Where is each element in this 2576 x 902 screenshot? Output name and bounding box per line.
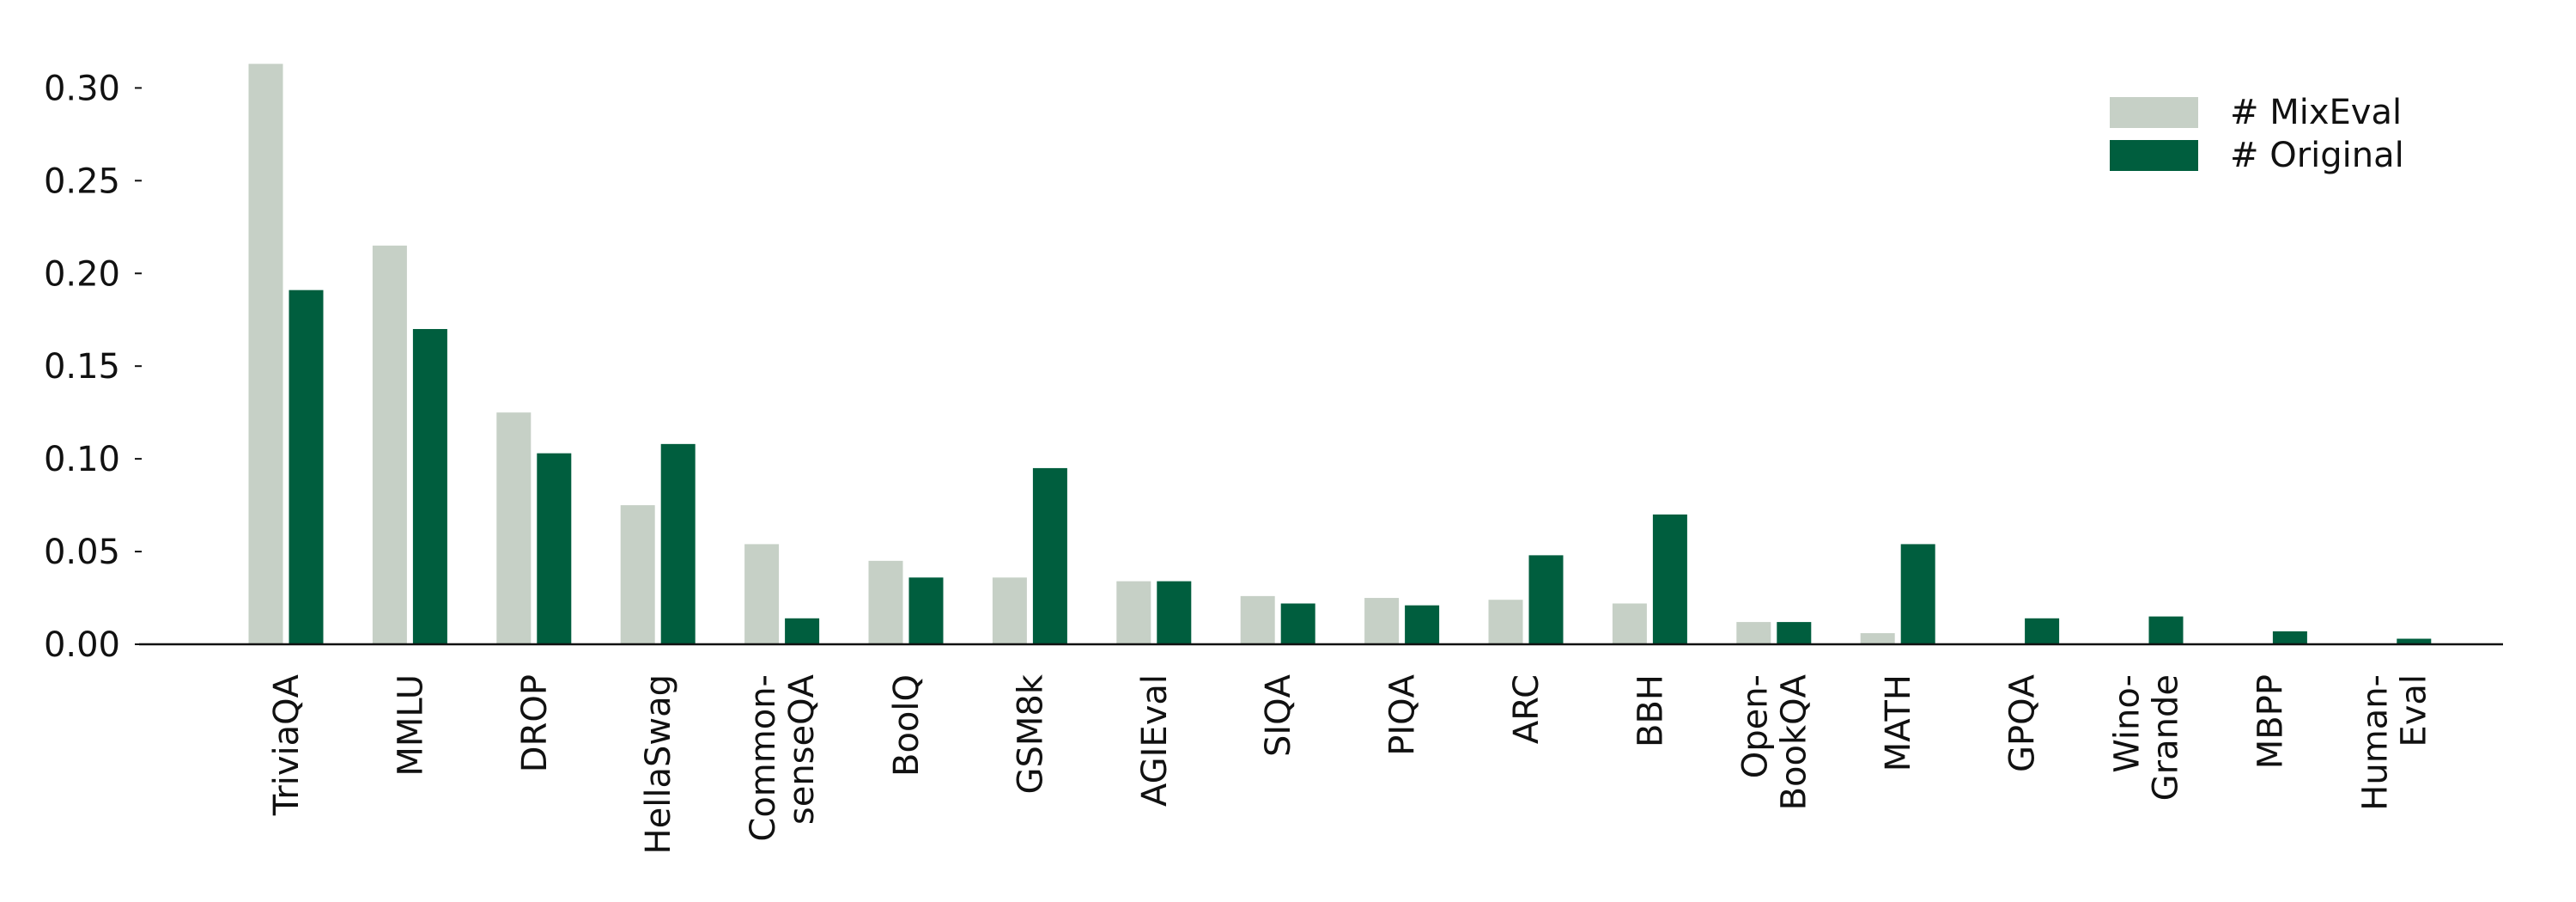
x-tick-label-line: DROP (515, 674, 555, 772)
legend-swatch-original (2110, 140, 2198, 171)
bar-original (1528, 555, 1564, 644)
bar-mixeval (620, 505, 655, 644)
bar-original (1900, 544, 1935, 644)
legend-label-original: # Original (2230, 136, 2404, 175)
x-tick-label-line: TriviaQA (267, 673, 307, 816)
x-tick-label: PIQA (1383, 673, 1423, 755)
x-tick-label-line: Grande (2147, 674, 2186, 801)
x-tick-label: MATH (1879, 674, 1918, 771)
y-tick-label: 0.20 (44, 254, 120, 294)
bar-mixeval (248, 64, 283, 645)
y-tick-label: 0.05 (44, 533, 120, 572)
x-tick-label-line: Human- (2355, 674, 2395, 811)
y-tick-label: 0.00 (44, 625, 120, 665)
bar-original (908, 577, 944, 644)
y-tick-label: 0.10 (44, 440, 120, 479)
bar-original (1652, 514, 1687, 644)
x-tick-label-line: MBPP (2251, 674, 2290, 769)
x-tick-label-line: BBH (1631, 674, 1670, 747)
bar-mixeval (1736, 622, 1771, 644)
bar-mixeval (1860, 633, 1895, 644)
y-axis: 0.00 0.05 0.10 0.15 0.20 0.25 0.30 (44, 69, 142, 665)
x-tick-label: TriviaQA (267, 673, 307, 816)
x-tick-label-line: senseQA (782, 673, 822, 825)
bar-original (1280, 603, 1315, 644)
bar-original (1777, 622, 1812, 644)
x-tick-label: Wino- Grande (2108, 674, 2186, 801)
bar-original (2025, 618, 2060, 644)
x-tick-label: HellaSwag (639, 674, 678, 854)
x-axis: TriviaQA MMLU DROP HellaSwag Common-senseQA B… (139, 643, 2503, 854)
x-tick-label: MBPP (2251, 674, 2290, 769)
bar-original (660, 443, 696, 644)
x-tick-label-line: ARC (1507, 674, 1546, 744)
legend-label-mixeval: # MixEval (2230, 93, 2402, 132)
bar-original (785, 618, 820, 644)
x-tick-label: Human- Eval (2355, 674, 2433, 811)
x-tick-label: DROP (515, 674, 555, 772)
x-tick-label: Common-senseQA (744, 673, 822, 841)
x-tick-label-line: HellaSwag (639, 674, 678, 854)
bar-original (412, 329, 447, 644)
x-tick-label: AGIEval (1135, 674, 1175, 807)
bar-mixeval (496, 412, 532, 644)
x-tick-label-line: Eval (2394, 674, 2433, 747)
x-tick-label: SIQA (1259, 673, 1298, 757)
x-tick-label-line: Wino- (2108, 674, 2148, 773)
bar-mixeval (868, 560, 903, 644)
bar-original (289, 289, 324, 644)
x-tick-label-line: Common- (744, 674, 783, 842)
bars (248, 64, 2432, 645)
bar-original (2148, 616, 2184, 644)
y-tick-label: 0.25 (44, 162, 120, 201)
x-tick-label: Open- BookQA (1735, 673, 1814, 810)
x-tick-label: GPQA (2003, 673, 2043, 772)
x-tick-label-line: MMLU (391, 674, 430, 777)
x-tick-label: MMLU (391, 674, 430, 777)
bar-original (1032, 467, 1067, 644)
x-tick-label-line: MATH (1879, 674, 1918, 771)
bar-mixeval (1488, 600, 1523, 644)
x-tick-label: BBH (1631, 674, 1670, 747)
x-tick-label-line: BookQA (1774, 673, 1814, 810)
bar-mixeval (1364, 598, 1400, 644)
bar-original (2272, 631, 2307, 644)
bar-mixeval (1240, 595, 1275, 644)
x-tick-label-line: PIQA (1383, 673, 1423, 755)
bar-original (537, 453, 572, 644)
x-tick-label-line: BoolQ (887, 674, 927, 777)
y-tick-label: 0.30 (44, 69, 120, 108)
bar-mixeval (992, 577, 1027, 644)
bar-mixeval (372, 245, 407, 644)
bar-original (2397, 638, 2432, 644)
x-tick-label: ARC (1507, 674, 1546, 744)
bar-original (1405, 605, 1440, 644)
x-tick-label-line: GPQA (2003, 673, 2043, 772)
x-tick-label: GSM8k (1011, 673, 1050, 794)
legend: # MixEval # Original (2110, 93, 2404, 175)
x-tick-label-line: Open- (1735, 674, 1775, 778)
bar-mixeval (1612, 603, 1647, 644)
x-tick-label-line: AGIEval (1135, 674, 1175, 807)
legend-swatch-mixeval (2110, 97, 2198, 128)
x-tick-label: BoolQ (887, 674, 927, 777)
y-tick-label: 0.15 (44, 347, 120, 387)
bar-mixeval (744, 544, 780, 644)
bar-original (1157, 581, 1192, 644)
bar-mixeval (1116, 581, 1151, 644)
x-tick-label-line: SIQA (1259, 673, 1298, 757)
x-tick-label-line: GSM8k (1011, 673, 1050, 794)
